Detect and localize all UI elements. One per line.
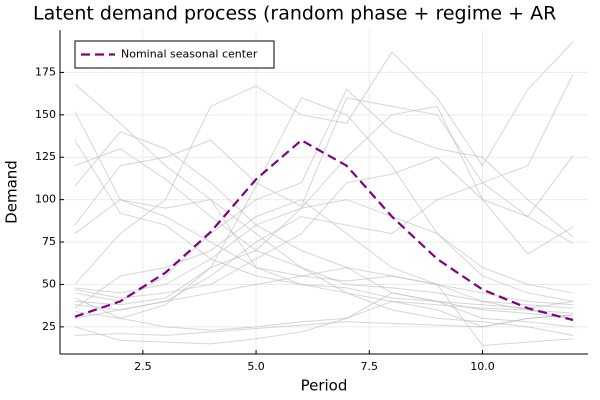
background-line <box>74 266 574 319</box>
y-tick-label: 150 <box>35 108 56 121</box>
background-line <box>74 105 574 306</box>
background-line <box>74 41 574 285</box>
legend-label: Nominal seasonal center <box>121 48 258 61</box>
y-tick-label: 100 <box>35 193 56 206</box>
background-line <box>74 97 574 245</box>
y-tick-label: 125 <box>35 150 56 163</box>
x-tick-label: 5.0 <box>247 360 265 373</box>
y-tick-label: 75 <box>42 235 56 248</box>
x-tick-label: 10.0 <box>470 360 495 373</box>
y-tick-label: 175 <box>35 65 56 78</box>
y-tick-label: 25 <box>42 320 56 333</box>
background-line <box>74 131 574 319</box>
background-line <box>74 199 574 294</box>
y-axis-label: Demand <box>3 160 21 224</box>
background-line <box>74 73 574 311</box>
background-line <box>74 83 574 336</box>
chart-title: Latent demand process (random phase + re… <box>33 3 556 25</box>
legend-box <box>74 40 275 69</box>
background-line <box>74 292 574 345</box>
background-line <box>74 199 574 319</box>
background-line <box>74 148 574 309</box>
background-line <box>74 97 574 319</box>
x-tick-label: 7.5 <box>361 360 379 373</box>
x-axis-label: Period <box>301 377 348 395</box>
background-line <box>74 111 574 314</box>
background-line <box>74 199 574 347</box>
x-tick-label: 2.5 <box>134 360 152 373</box>
series-line <box>74 138 574 322</box>
background-line <box>74 139 574 309</box>
background-line <box>74 88 574 302</box>
background-line <box>74 155 574 299</box>
background-line <box>74 314 574 336</box>
y-tick-label: 50 <box>42 277 56 290</box>
